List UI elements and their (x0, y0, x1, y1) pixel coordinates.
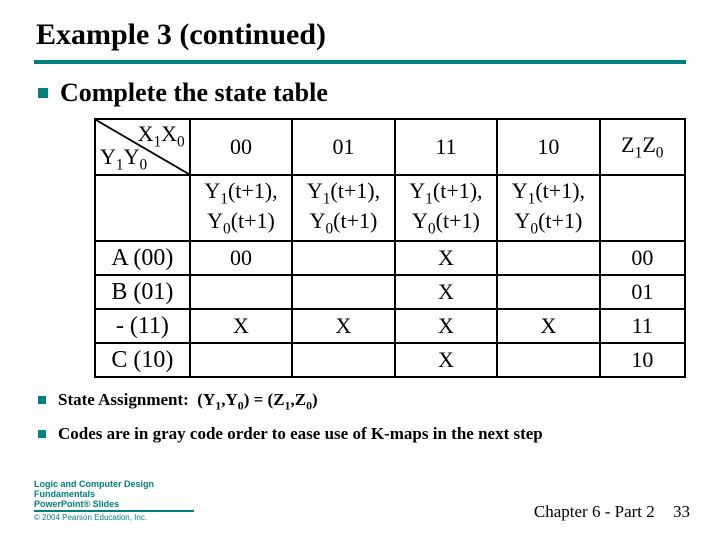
cell (497, 241, 599, 275)
cell-z: 10 (600, 343, 685, 377)
bullet-main-row: Complete the state table (38, 78, 686, 108)
state-table-wrap: X1X0 Y1Y0 00 01 11 10 Z1Z0 Y1(t+1),Y0(t+… (94, 118, 686, 378)
cell-z: 01 (600, 275, 685, 309)
subheader-11: Y1(t+1),Y0(t+1) (395, 175, 497, 241)
cell (497, 343, 599, 377)
footer-book-title: Logic and Computer Design Fundamentals (34, 480, 204, 499)
corner-header: X1X0 Y1Y0 (95, 119, 190, 175)
table-row: B (01) X 01 (95, 275, 685, 309)
subheader-blank (95, 175, 190, 241)
cell (497, 275, 599, 309)
col-header-10: 10 (497, 119, 599, 175)
page-number: 33 (673, 502, 690, 521)
cell (292, 275, 394, 309)
cell: X (497, 309, 599, 343)
bullet-sub2-row: Codes are in gray code order to ease use… (38, 424, 686, 444)
cell-z: 11 (600, 309, 685, 343)
table-row: C (10) X 10 (95, 343, 685, 377)
cell: X (395, 309, 497, 343)
bullet-sub1-row: State Assignment: (Y1,Y0) = (Z1,Z0) (38, 390, 686, 413)
cell: X (395, 343, 497, 377)
bullet-main-label: Complete the state table (60, 78, 328, 107)
row-label-a: A (00) (95, 241, 190, 275)
row-label-c: C (10) (95, 343, 190, 377)
col-header-z: Z1Z0 (600, 119, 685, 175)
cell (292, 241, 394, 275)
cell: 00 (190, 241, 292, 275)
slide: Example 3 (continued) Complete the state… (0, 0, 720, 540)
cell: X (395, 241, 497, 275)
footer-slides-label: PowerPoint® Slides (34, 499, 204, 509)
corner-bottom: Y1Y0 (100, 144, 147, 174)
cell (292, 343, 394, 377)
cell-z: 00 (600, 241, 685, 275)
col-header-00: 00 (190, 119, 292, 175)
chapter-label: Chapter 6 - Part 2 (534, 502, 655, 521)
table-row: - (11) X X X X 11 (95, 309, 685, 343)
table-row: A (00) 00 X 00 (95, 241, 685, 275)
bullet-sub2-text: Codes are in gray code order to ease use… (58, 424, 543, 444)
subheader-01: Y1(t+1),Y0(t+1) (292, 175, 394, 241)
cell: X (190, 309, 292, 343)
bullet-square-icon (38, 430, 46, 438)
bullet-square-icon (38, 88, 48, 98)
subheader-z (600, 175, 685, 241)
footer-right: Chapter 6 - Part 2 33 (534, 502, 690, 522)
state-table: X1X0 Y1Y0 00 01 11 10 Z1Z0 Y1(t+1),Y0(t+… (94, 118, 686, 378)
col-header-01: 01 (292, 119, 394, 175)
col-header-11: 11 (395, 119, 497, 175)
subheader-10: Y1(t+1),Y0(t+1) (497, 175, 599, 241)
bullet-sub1-text: State Assignment: (Y1,Y0) = (Z1,Z0) (58, 390, 318, 413)
footer-bar (34, 510, 194, 512)
cell: X (292, 309, 394, 343)
cell (190, 343, 292, 377)
bullet-square-icon (38, 396, 46, 404)
cell (190, 275, 292, 309)
slide-title: Example 3 (continued) (36, 18, 686, 52)
title-rule (34, 60, 686, 64)
row-label-b: B (01) (95, 275, 190, 309)
footer-left: Logic and Computer Design Fundamentals P… (34, 480, 204, 522)
bullet-main-text: Complete the state table (60, 78, 328, 108)
row-label-dash: - (11) (95, 309, 190, 343)
footer-copyright: © 2004 Pearson Education, Inc. (34, 513, 204, 522)
subheader-00: Y1(t+1),Y0(t+1) (190, 175, 292, 241)
cell: X (395, 275, 497, 309)
